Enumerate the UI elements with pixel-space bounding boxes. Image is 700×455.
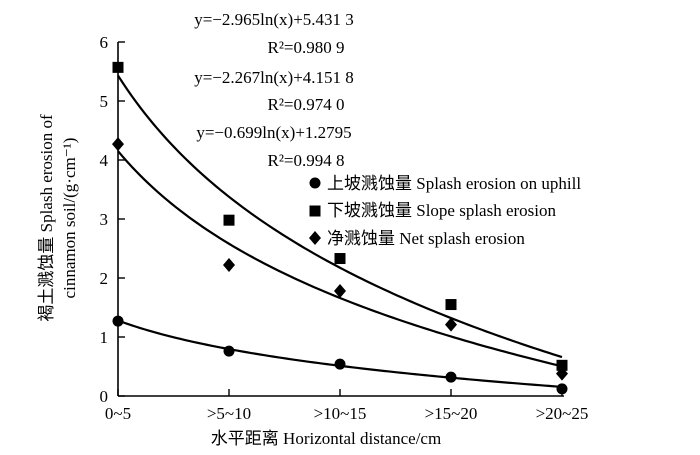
x-tick-label: >15~20 <box>425 404 478 423</box>
legend-marker-square <box>309 205 321 217</box>
equation-slope: y=−2.965ln(x)+5.431 3 <box>194 10 354 29</box>
x-tick-label: >5~10 <box>207 404 251 423</box>
point-square <box>334 253 346 265</box>
y-tick-label: 5 <box>100 92 109 111</box>
point-square <box>223 214 235 226</box>
y-tick-label: 4 <box>100 151 109 170</box>
point-diamond <box>556 366 568 381</box>
legend-label-uphill: 上坡溅蚀量 Splash erosion on uphill <box>327 174 581 193</box>
point-square <box>445 299 457 311</box>
fit-curve-diamond <box>117 150 563 368</box>
fit-curve-circle <box>117 319 563 388</box>
legend-marker-diamond <box>309 231 321 245</box>
y-tick-label: 1 <box>100 328 109 347</box>
legend-label-net: 净溅蚀量 Net splash erosion <box>327 229 525 248</box>
point-circle <box>334 358 346 370</box>
y-tick-label: 2 <box>100 269 109 288</box>
r2-uphill: R²=0.994 8 <box>267 151 344 170</box>
r2-slope: R²=0.980 9 <box>267 38 344 57</box>
point-circle <box>445 371 457 383</box>
x-tick-label: >20~25 <box>536 404 589 423</box>
fit-equations: y=−2.965ln(x)+5.431 3 R²=0.980 9 y=−2.26… <box>194 10 354 170</box>
legend-item-net: 净溅蚀量 Net splash erosion <box>309 229 525 248</box>
y-axis-title-line2: cinnamon soil/(g·cm⁻¹) <box>60 138 79 299</box>
point-circle <box>223 345 235 357</box>
data-points <box>112 61 568 395</box>
y-tick-label: 0 <box>100 387 109 406</box>
equation-net: y=−2.267ln(x)+4.151 8 <box>194 68 354 87</box>
equation-uphill: y=−0.699ln(x)+1.2795 <box>196 123 351 142</box>
legend: 上坡溅蚀量 Splash erosion on uphill 下坡溅蚀量 Slo… <box>309 174 581 248</box>
point-diamond <box>112 137 124 152</box>
y-axis-ticks: 0 1 2 3 4 5 6 <box>100 33 125 406</box>
point-diamond <box>334 283 346 298</box>
y-tick-label: 3 <box>100 210 109 229</box>
x-axis-ticks: 0~5 >5~10 >10~15 >15~20 >20~25 <box>105 389 589 423</box>
x-axis-title: 水平距离 Horizontal distance/cm <box>211 429 441 448</box>
point-diamond <box>445 317 457 332</box>
legend-item-uphill: 上坡溅蚀量 Splash erosion on uphill <box>309 174 581 193</box>
x-tick-label: 0~5 <box>105 404 131 423</box>
legend-marker-circle <box>309 177 321 189</box>
fit-curve-square <box>117 74 563 359</box>
y-axis-title-line1: 褐土溅蚀量 Splash erosion of <box>37 114 56 322</box>
legend-label-slope: 下坡溅蚀量 Slope splash erosion <box>327 201 557 220</box>
x-tick-label: >10~15 <box>314 404 367 423</box>
legend-item-slope: 下坡溅蚀量 Slope splash erosion <box>309 201 557 220</box>
point-circle <box>112 315 124 327</box>
point-diamond <box>223 258 235 273</box>
point-square <box>112 61 124 73</box>
y-tick-label: 6 <box>100 33 109 52</box>
point-square <box>556 359 568 371</box>
r2-net: R²=0.974 0 <box>267 95 344 114</box>
point-circle <box>556 383 568 395</box>
